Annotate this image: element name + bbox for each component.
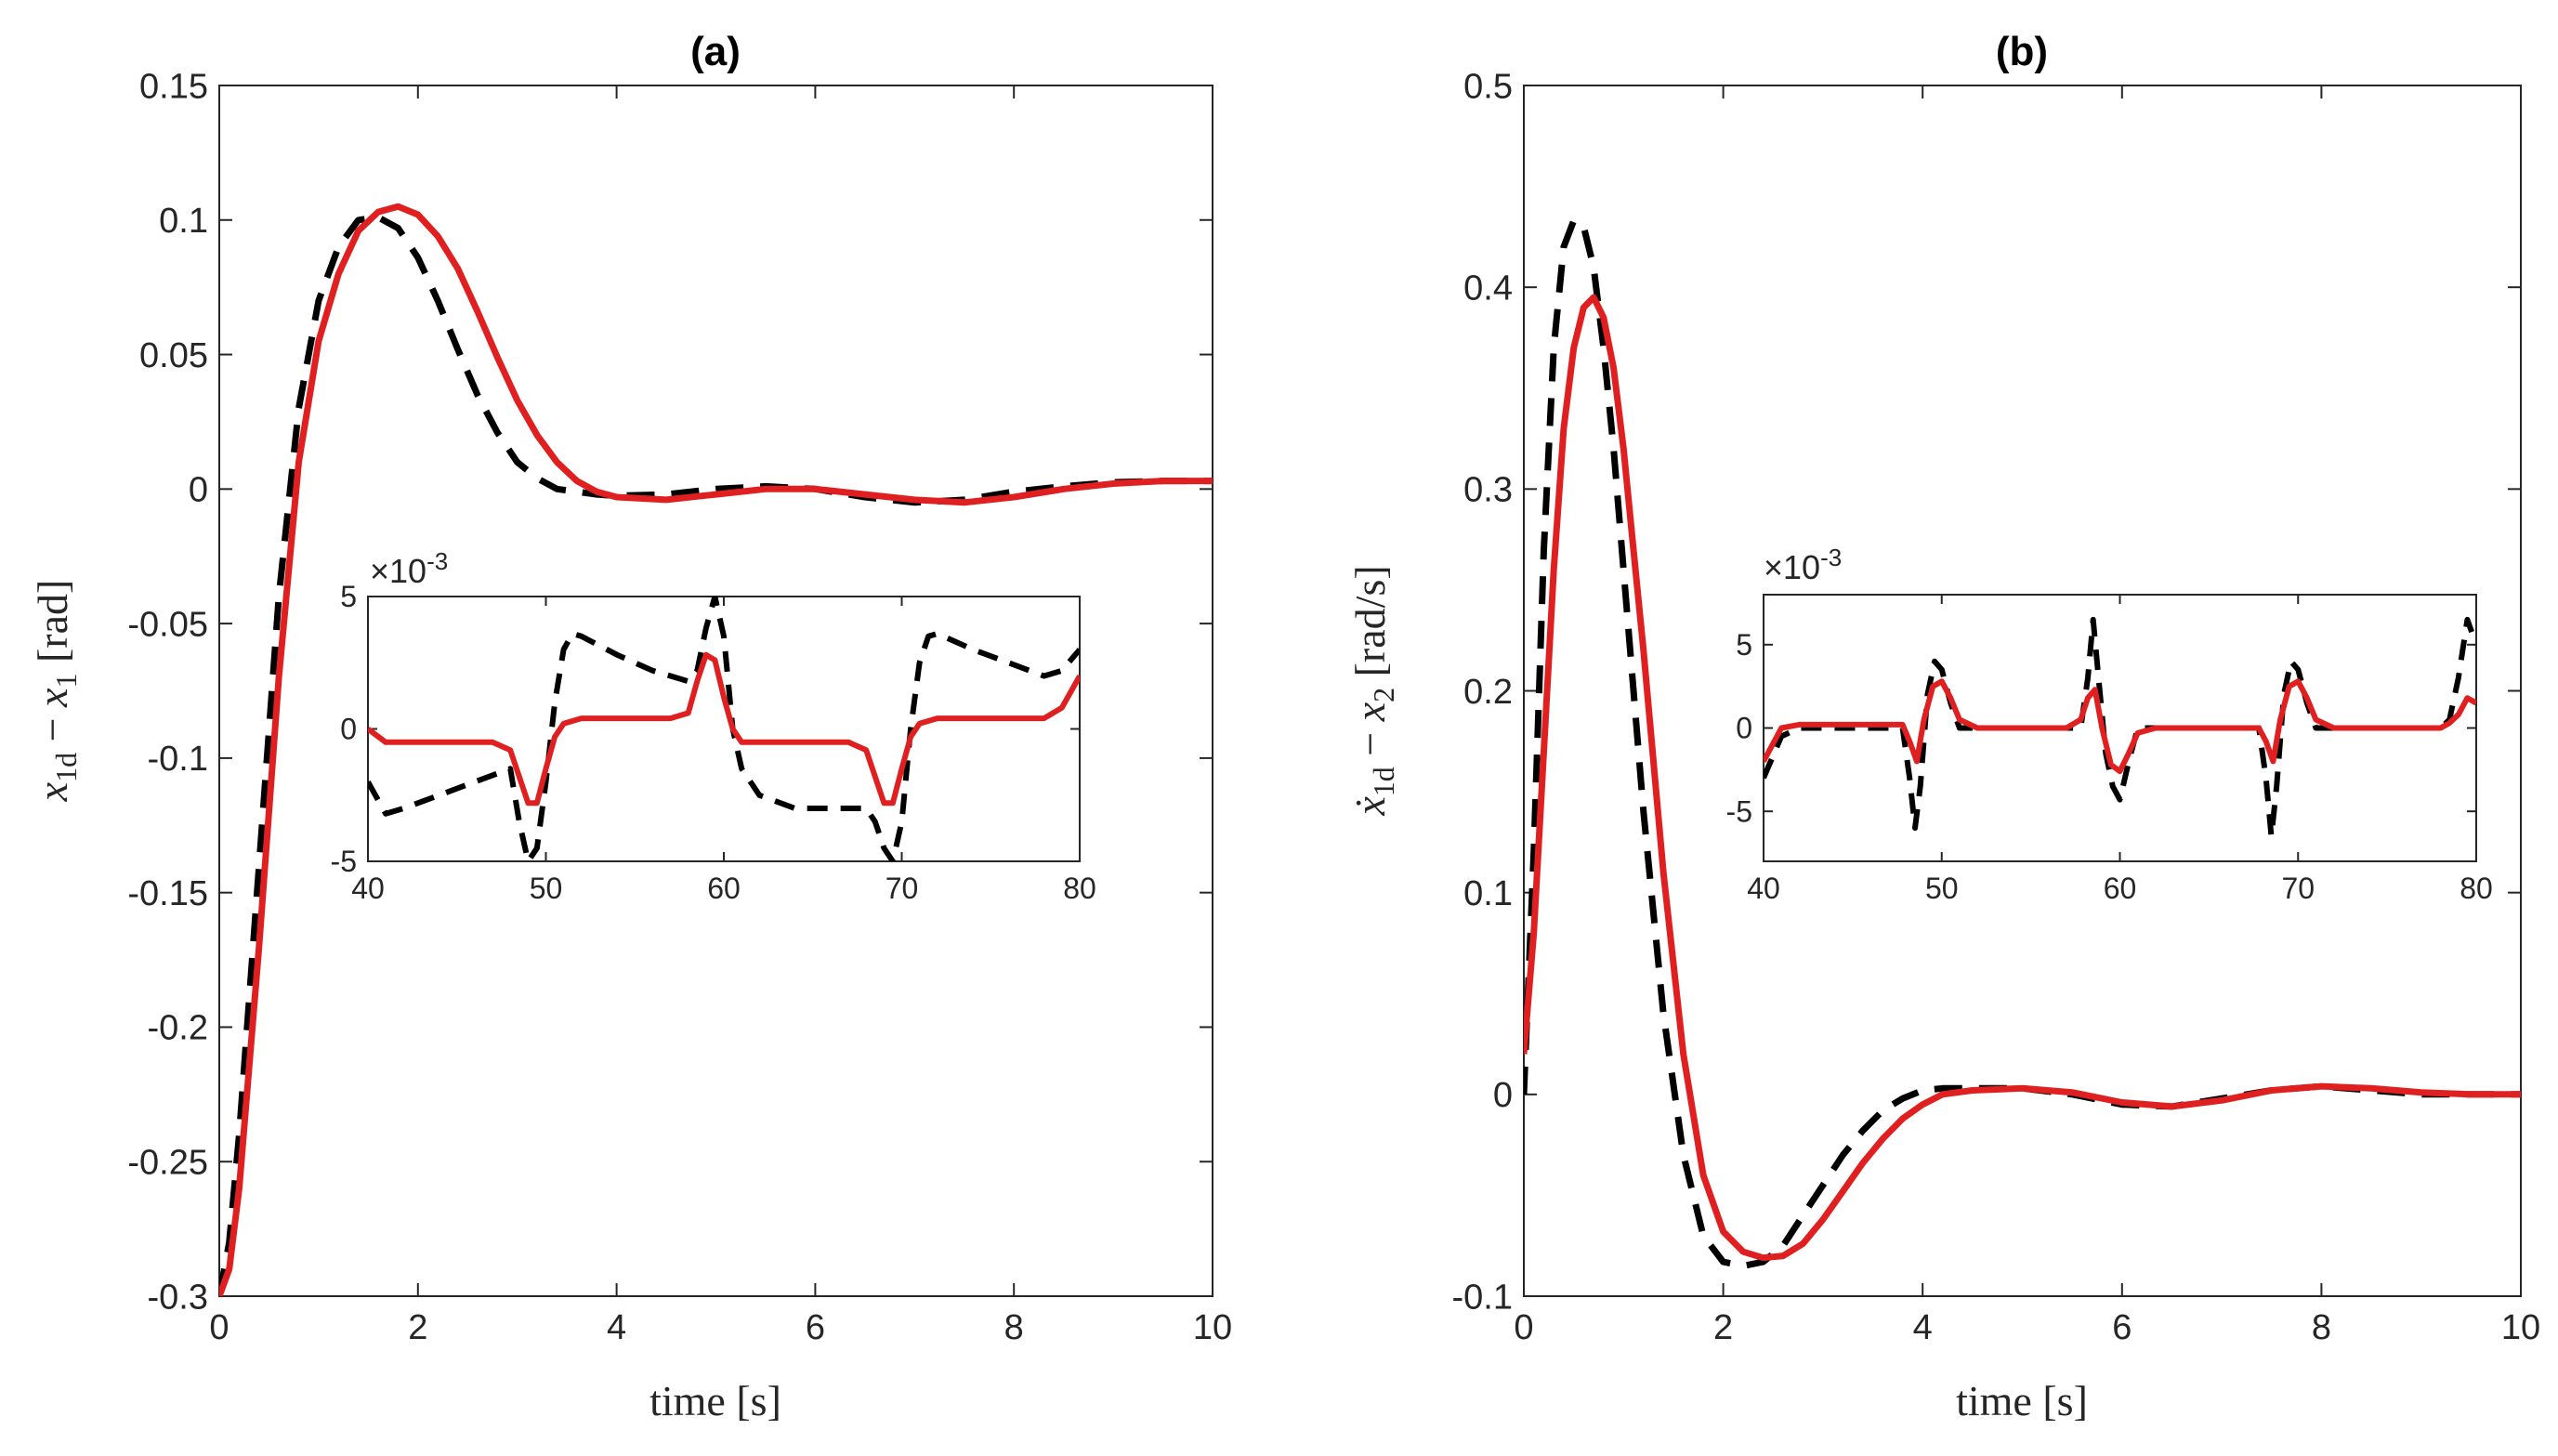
y-tick-label: 0.4 <box>1463 269 1513 308</box>
panel-b-title: (b) <box>1996 29 2048 74</box>
x-tick-label: 80 <box>1063 872 1096 905</box>
panel-b-inset-series <box>1764 616 2476 840</box>
y-tick-label: 0.05 <box>139 336 208 375</box>
x-tick-label: 4 <box>1913 1308 1933 1347</box>
panel-b: (b) 0 2 4 6 8 10-0.100.10.20.30.40.5 time [s]… <box>1346 29 2540 1424</box>
panel-a-inset-series <box>368 597 1080 861</box>
panel-b-ticks: 0 2 4 6 8 10-0.100.10.20.30.40.5 <box>1452 67 2541 1347</box>
x-tick-label: 8 <box>2312 1308 2331 1347</box>
y-tick-label: 0 <box>189 471 208 510</box>
y-tick-label: 0 <box>1493 1076 1513 1115</box>
x-tick-label: 0 <box>209 1308 229 1347</box>
panel-b-xlabel: time [s] <box>1956 1377 2088 1424</box>
x-tick-label: 60 <box>707 872 741 905</box>
series-line-dashed <box>1764 616 2476 840</box>
x-tick-label: 4 <box>607 1308 626 1347</box>
panel-a-series <box>219 203 1213 1296</box>
x-tick-label: 10 <box>1193 1308 1232 1347</box>
series-line-solid <box>368 651 1080 807</box>
y-tick-label: 0.1 <box>1463 874 1513 913</box>
x-tick-label: 70 <box>2281 872 2315 905</box>
y-tick-label: 0.2 <box>1463 673 1513 712</box>
x-tick-label: 70 <box>885 872 919 905</box>
x-tick-label: 40 <box>1747 872 1780 905</box>
x-tick-label: 80 <box>2460 872 2493 905</box>
series-line-solid <box>1524 294 2521 1262</box>
y-tick-label: 0 <box>340 713 357 746</box>
series-line-dashed <box>368 597 1080 861</box>
panel-a-inset-axes <box>367 596 1081 862</box>
panel-a-inset-scale: ×10-3 <box>370 547 448 590</box>
x-tick-label: 60 <box>2104 872 2137 905</box>
y-tick-label: -5 <box>1726 794 1752 828</box>
panel-b-ylabel: ẋ1d − x2 [rad/s] <box>1346 565 1400 816</box>
y-tick-label: 5 <box>340 580 357 613</box>
x-tick-label: 2 <box>1713 1308 1733 1347</box>
series-line-solid <box>219 203 1213 1296</box>
panel-b-inset-scale: ×10-3 <box>1764 544 1842 586</box>
x-tick-label: 40 <box>351 872 385 905</box>
x-tick-label: 8 <box>1004 1308 1024 1347</box>
panel-a-xlabel: time [s] <box>649 1377 781 1424</box>
panel-a-inset-ticks: 40 50 60 70 80 -5 0 5 <box>331 580 1096 905</box>
y-tick-label: -0.1 <box>148 740 208 779</box>
y-tick-label: 0.5 <box>1463 67 1513 106</box>
panel-a-ylabel: x1d − x1 [rad] <box>29 580 83 803</box>
y-tick-label: 5 <box>1736 628 1752 662</box>
x-tick-label: 10 <box>2501 1308 2540 1347</box>
panel-a-ticks: 0 2 4 6 8 10 -0.3 -0.25 -0.2 -0.15 -0.1 -0.05 0 0.05 0… <box>127 67 1232 1347</box>
series-line-solid <box>1764 678 2476 775</box>
y-tick-label: -0.2 <box>148 1009 208 1048</box>
y-tick-label: -5 <box>331 845 357 878</box>
panel-a: (a) 0 2 4 6 8 10-0.3-0.25-0.2-0.15-0.1-0.0500… <box>29 29 1232 1424</box>
panel-b-inset-ticks: 40 50 60 70 80 -5 0 5 <box>1726 595 2493 905</box>
y-tick-label: -0.05 <box>127 605 208 644</box>
x-tick-label: 2 <box>408 1308 427 1347</box>
x-tick-label: 6 <box>806 1308 825 1347</box>
y-tick-label: -0.3 <box>148 1278 208 1317</box>
x-tick-label: 6 <box>2112 1308 2132 1347</box>
y-tick-label: 0.15 <box>139 67 208 106</box>
panel-b-series <box>1524 217 2521 1269</box>
x-tick-label: 0 <box>1514 1308 1533 1347</box>
y-tick-label: -0.25 <box>127 1144 208 1183</box>
y-tick-label: -0.1 <box>1452 1278 1513 1317</box>
y-tick-label: -0.15 <box>127 874 208 913</box>
y-tick-label: 0 <box>1736 712 1752 745</box>
x-tick-label: 50 <box>530 872 563 905</box>
panel-a-title: (a) <box>690 29 741 74</box>
x-tick-label: 50 <box>1925 872 1959 905</box>
y-tick-label: 0.1 <box>159 202 208 241</box>
y-tick-label: 0.3 <box>1463 471 1513 510</box>
